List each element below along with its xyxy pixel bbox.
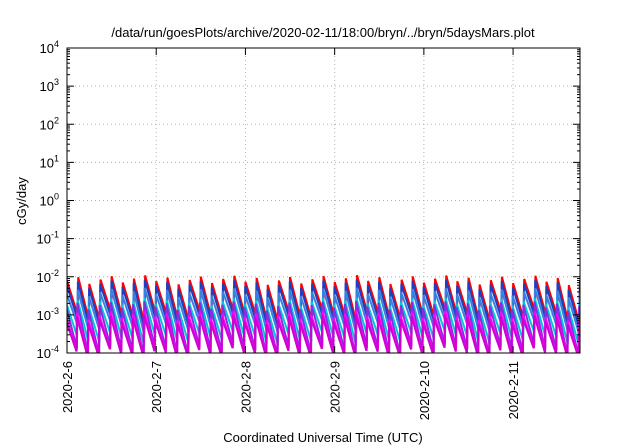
y-tick-label: 104 [40, 39, 59, 56]
series-line [67, 314, 580, 353]
y-axis-label: cGy/day [14, 177, 29, 225]
x-tick-label: 2020-2-6 [60, 361, 75, 413]
y-tick-label: 10-3 [37, 306, 59, 323]
y-tick-label: 10-1 [37, 230, 59, 247]
y-tick-label: 102 [40, 115, 59, 132]
y-tick-label: 100 [40, 192, 59, 209]
x-axis-label: Coordinated Universal Time (UTC) [223, 430, 422, 445]
y-tick-label: 103 [40, 77, 59, 94]
y-tick-label: 10-4 [37, 344, 59, 361]
y-tick-label: 10-2 [37, 268, 59, 285]
chart-title: /data/run/goesPlots/archive/2020-02-11/1… [111, 25, 535, 40]
x-tick-label: 2020-2-7 [149, 361, 164, 413]
x-tick-label: 2020-2-11 [506, 361, 521, 419]
x-tick-label: 2020-2-8 [238, 361, 253, 413]
y-axis: 10-4 10-3 10-2 10-1 100 101 102 103 104 [37, 39, 580, 361]
x-tick-label: 2020-2-10 [417, 361, 432, 420]
series-group [67, 274, 580, 353]
x-tick-label: 2020-2-9 [328, 361, 343, 413]
y-tick-label: 101 [40, 153, 59, 170]
x-axis: 2020-2-6 2020-2-7 2020-2-8 2020-2-9 2020-2-1… [60, 48, 521, 420]
